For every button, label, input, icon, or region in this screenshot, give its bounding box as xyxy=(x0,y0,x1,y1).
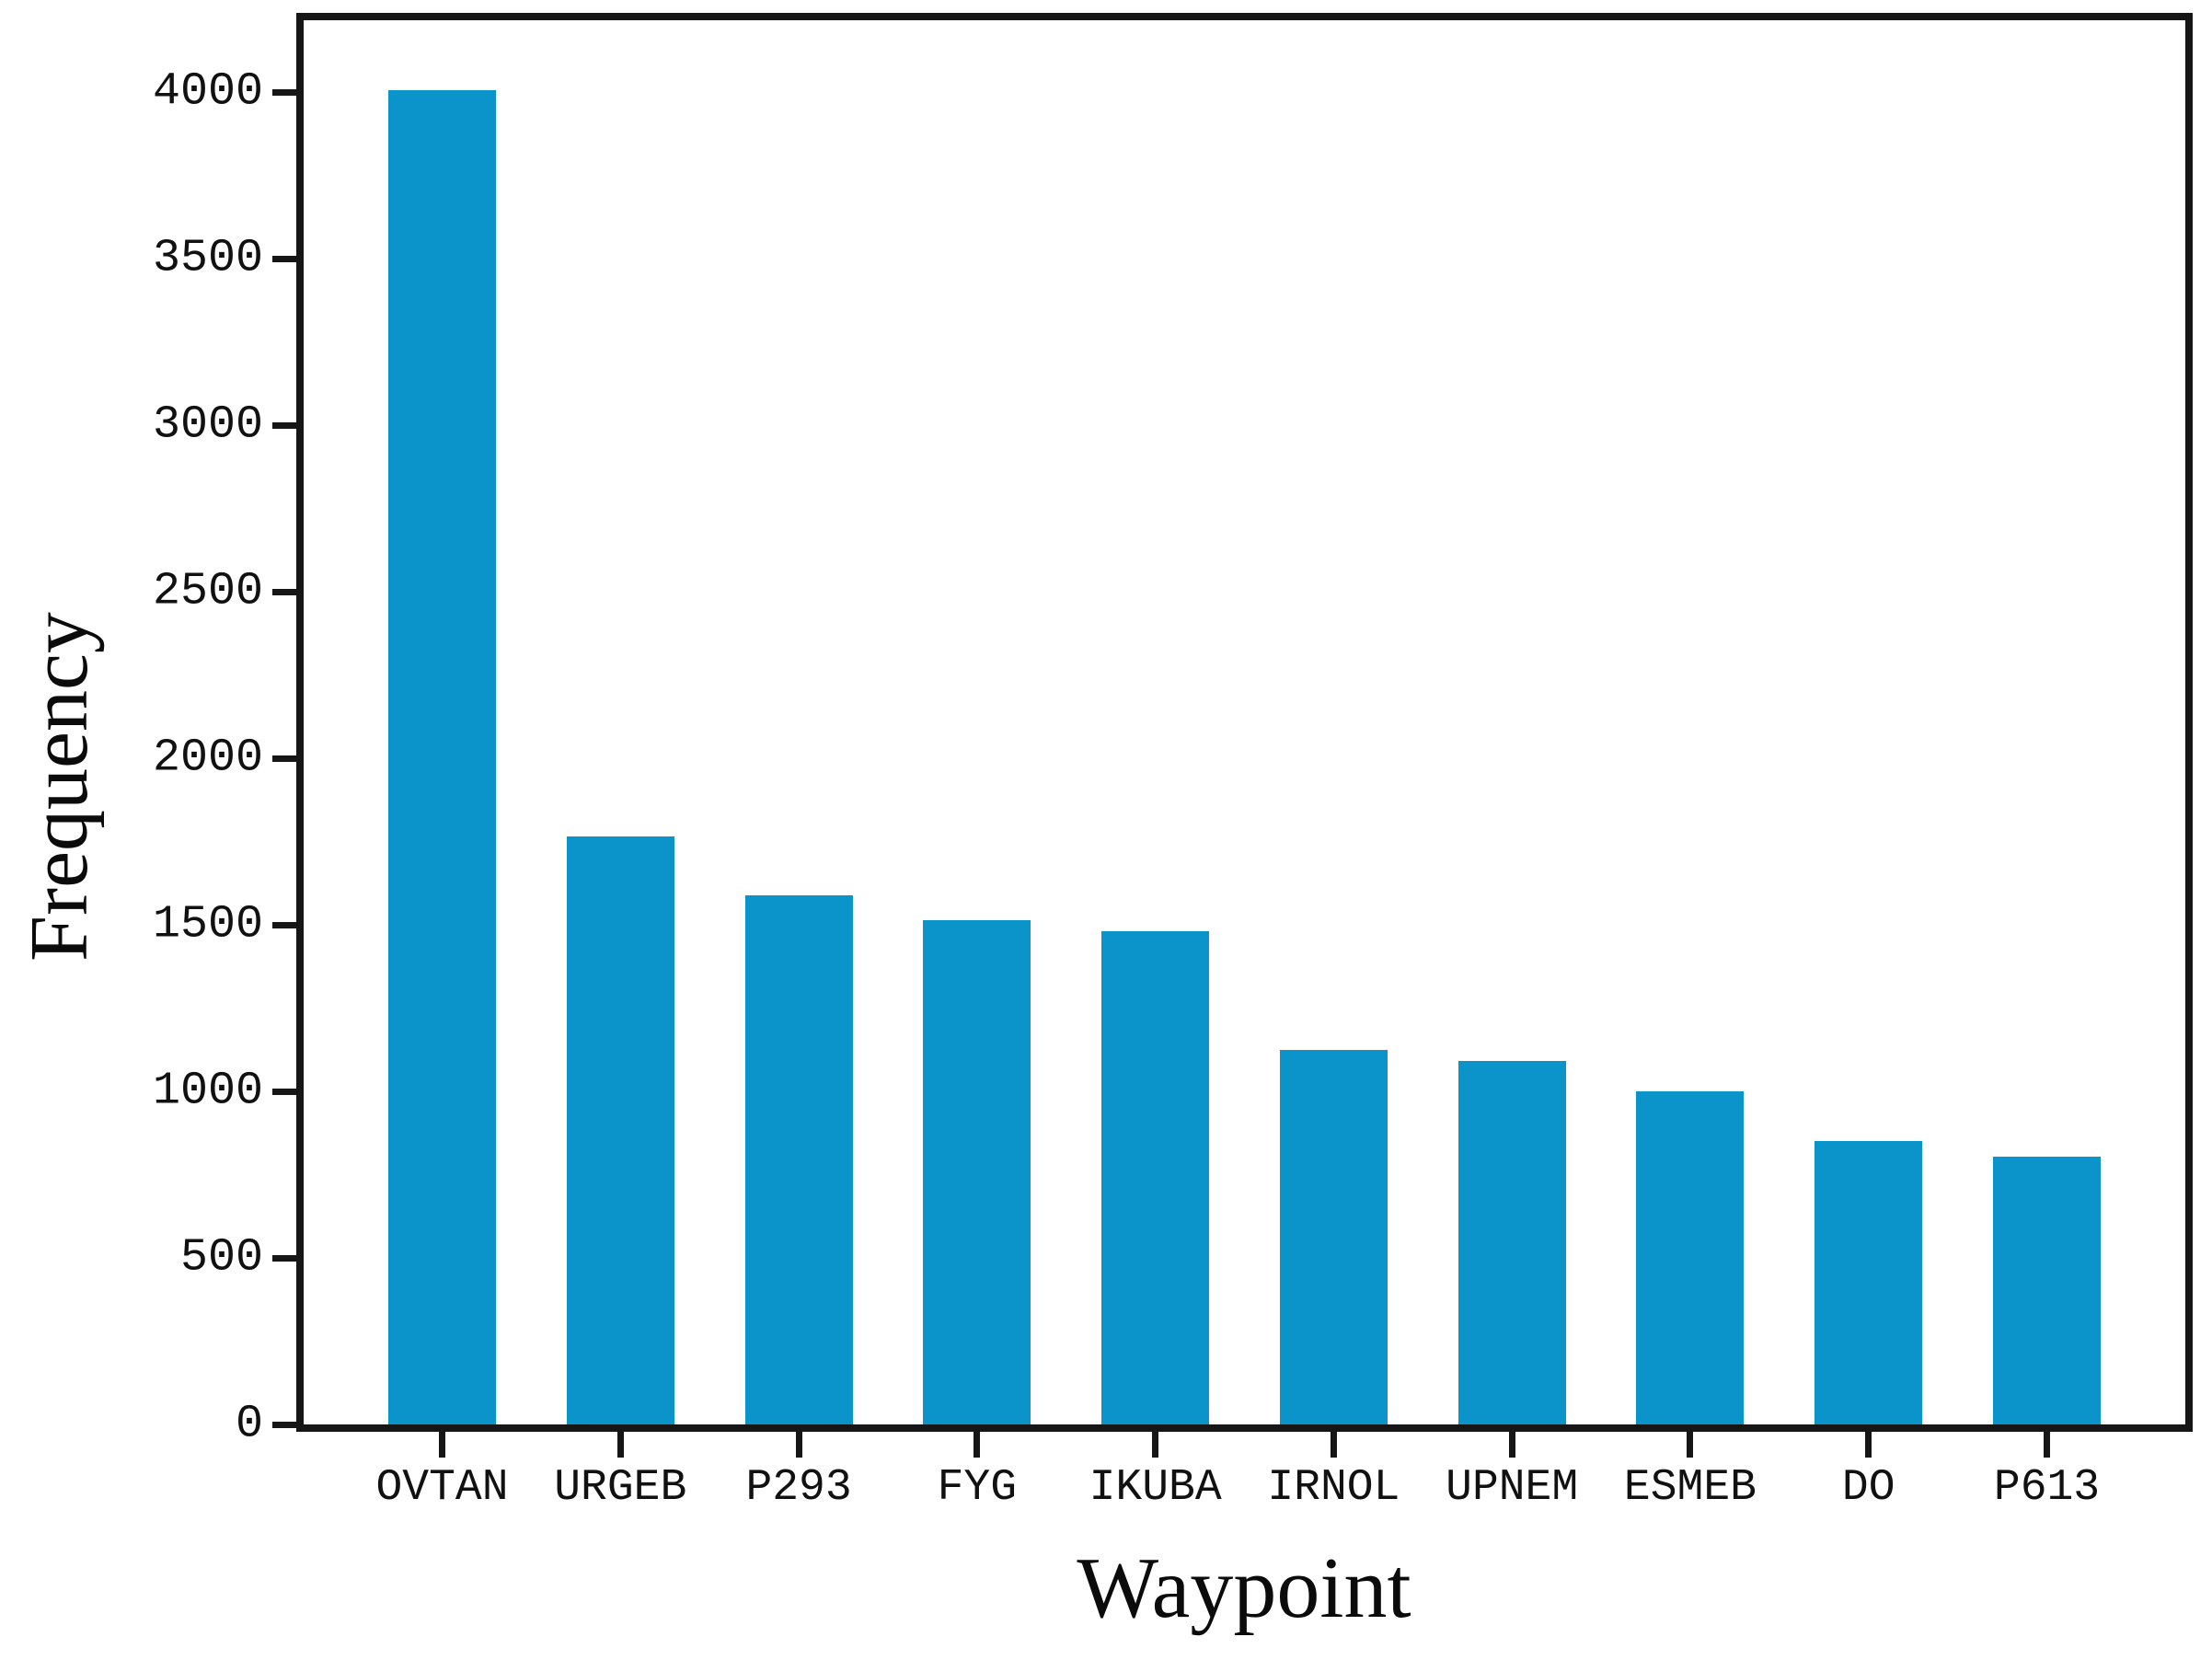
bar-DO xyxy=(1815,1141,1923,1424)
y-tick-mark xyxy=(272,1421,296,1428)
bar-P293 xyxy=(744,894,853,1424)
x-tick-label-URGEB: URGEB xyxy=(554,1463,687,1513)
y-tick-mark xyxy=(272,1254,296,1262)
y-tick-label: 2000 xyxy=(152,732,263,785)
x-tick-mark xyxy=(439,1432,445,1458)
y-tick-label: 500 xyxy=(179,1231,263,1285)
x-tick-label-P613: P613 xyxy=(1993,1463,2101,1513)
y-tick-label: 2500 xyxy=(152,565,263,618)
x-tick-mark xyxy=(2044,1432,2050,1458)
y-tick-mark xyxy=(272,921,296,928)
x-tick-label-ESMEB: ESMEB xyxy=(1623,1463,1757,1513)
bar-IRNOL xyxy=(1279,1049,1388,1424)
x-tick-mark xyxy=(974,1432,981,1458)
bar-UPNEM xyxy=(1457,1061,1566,1424)
x-tick-label-FYG: FYG xyxy=(937,1463,1018,1513)
y-tick-label: 0 xyxy=(235,1398,263,1451)
x-tick-label-DO: DO xyxy=(1841,1463,1895,1513)
y-tick-mark xyxy=(272,255,296,262)
x-tick-mark xyxy=(616,1432,624,1458)
x-tick-mark xyxy=(1687,1432,1694,1458)
x-tick-label-IRNOL: IRNOL xyxy=(1267,1463,1400,1513)
bar-FYG xyxy=(923,919,1031,1424)
bars-layer xyxy=(304,20,2185,1424)
x-tick-label-IKUBA: IKUBA xyxy=(1089,1463,1222,1513)
y-tick-mark xyxy=(272,755,296,762)
y-tick-label: 1000 xyxy=(152,1065,263,1118)
x-axis-title: Waypoint xyxy=(1077,1540,1411,1636)
x-tick-mark xyxy=(795,1432,802,1458)
y-tick-label: 3500 xyxy=(152,232,263,285)
x-tick-label-OVTAN: OVTAN xyxy=(375,1463,509,1513)
x-tick-mark xyxy=(1865,1432,1872,1458)
y-tick-label: 4000 xyxy=(152,65,263,119)
y-axis-title: Frequency xyxy=(14,612,105,962)
bar-ESMEB xyxy=(1636,1091,1745,1424)
bar-OVTAN xyxy=(388,90,496,1424)
bar-P613 xyxy=(1992,1156,2101,1424)
y-tick-mark xyxy=(272,588,296,595)
x-tick-mark xyxy=(1152,1432,1159,1458)
bar-IKUBA xyxy=(1101,931,1210,1424)
x-tick-mark xyxy=(1508,1432,1515,1458)
y-tick-mark xyxy=(272,88,296,96)
y-tick-mark xyxy=(272,1088,296,1095)
y-tick-label: 1500 xyxy=(152,898,263,951)
y-tick-label: 3000 xyxy=(152,398,263,452)
y-tick-mark xyxy=(272,421,296,429)
x-tick-label-P293: P293 xyxy=(745,1463,852,1513)
x-tick-mark xyxy=(1330,1432,1337,1458)
x-tick-label-UPNEM: UPNEM xyxy=(1446,1463,1579,1513)
bar-URGEB xyxy=(566,836,674,1424)
